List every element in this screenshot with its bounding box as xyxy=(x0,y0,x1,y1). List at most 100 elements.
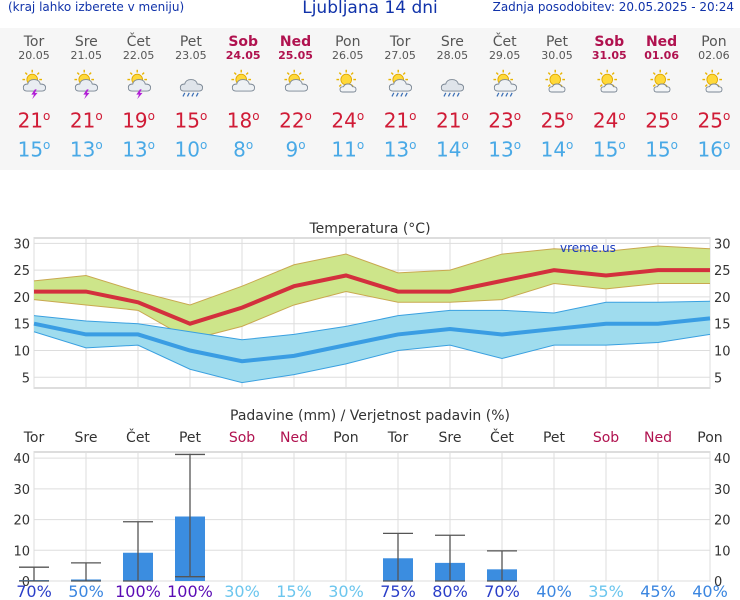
max-temperature: 21o xyxy=(435,108,469,133)
x-category-label: Tor xyxy=(387,430,409,446)
day-name: Pet xyxy=(179,34,202,50)
x-category-label: Pet xyxy=(179,430,202,446)
x-category-label: Pon xyxy=(333,430,358,446)
min-temperature: 15o xyxy=(17,137,51,162)
day-column: Sre 21.05 21o 13o xyxy=(60,28,112,161)
x-category-label: Sob xyxy=(593,430,619,446)
max-temperature: 15o xyxy=(174,108,208,133)
min-temperature: 13o xyxy=(69,137,103,162)
day-date: 24.05 xyxy=(225,49,261,62)
min-temperature: 14o xyxy=(540,137,574,162)
partly-sunny-icon xyxy=(597,69,618,93)
precip-probability: 40% xyxy=(536,582,572,600)
min-temperature: 15o xyxy=(645,137,678,162)
day-name: Pet xyxy=(545,34,569,50)
min-temperature: 14o xyxy=(435,137,469,162)
partly-sunny-icon xyxy=(702,69,723,93)
rain-sun-icon xyxy=(493,69,517,97)
x-category-label: Sre xyxy=(439,430,462,446)
day-column: Pon 02.06 25o 16o xyxy=(688,28,740,161)
day-date: 28.05 xyxy=(436,49,469,62)
day-date: 21.05 xyxy=(70,49,103,62)
temperature-chart: Temperatura (°C) 5 5 10 10 15 15 20 20 25 25 30 30 vr… xyxy=(13,221,731,389)
y-tick-label-right: 10 xyxy=(714,345,731,360)
y-tick-label: 10 xyxy=(13,544,30,559)
day-column: Pet 30.05 25o 14o xyxy=(531,28,583,161)
day-name: Sob xyxy=(594,34,625,50)
day-name: Ned xyxy=(645,34,678,50)
partly-sunny-icon xyxy=(650,69,671,93)
day-name: Sre xyxy=(440,34,464,50)
max-temp-line xyxy=(34,268,710,326)
precip-probability: 100% xyxy=(115,582,161,600)
max-temperature: 25o xyxy=(645,108,678,133)
day-column: Pet 23.05 15o 10o xyxy=(165,28,217,161)
precip-probability: 35% xyxy=(588,582,624,600)
y-tick-label-right: 25 xyxy=(714,264,731,279)
thunderstorm-sun-icon xyxy=(127,69,151,100)
min-temperature: 10o xyxy=(174,137,208,162)
day-date: 01.06 xyxy=(644,49,679,62)
min-temp-band-upper-edge xyxy=(33,300,711,341)
day-date: 30.05 xyxy=(541,49,573,62)
day-name: Sre xyxy=(74,34,98,50)
cloud-sun-icon xyxy=(231,69,256,92)
precip-probability: 45% xyxy=(640,582,676,600)
x-category-label: Pet xyxy=(543,430,566,446)
max-temperature: 22o xyxy=(279,108,312,133)
rain-sun-icon xyxy=(388,69,413,97)
min-temp-band-lower-edge xyxy=(33,331,711,384)
day-name: Ned xyxy=(279,34,312,50)
max-temperature: 25o xyxy=(697,108,731,133)
day-name: Čet xyxy=(126,34,151,50)
precip-probability: 70% xyxy=(484,582,520,600)
day-date: 23.05 xyxy=(175,49,207,62)
precipitation-title: Padavine (mm) / Verjetnost padavin (%) xyxy=(230,408,510,424)
x-category-label: Sre xyxy=(75,430,98,446)
precip-probability: 80% xyxy=(432,582,468,600)
y-tick-label: 25 xyxy=(13,264,30,279)
y-tick-label-right: 10 xyxy=(714,544,731,559)
x-category-label: Pon xyxy=(697,430,722,446)
thunderstorm-sun-icon xyxy=(74,69,99,100)
partly-sunny-icon xyxy=(336,69,357,93)
day-date: 20.05 xyxy=(18,49,50,62)
day-name: Sob xyxy=(228,34,259,50)
y-tick-label-right: 20 xyxy=(714,291,731,306)
y-tick-label: 20 xyxy=(13,291,30,306)
min-temperature: 15o xyxy=(592,137,626,162)
day-column: Ned 01.06 25o 15o xyxy=(636,28,688,161)
min-temperature: 13o xyxy=(383,137,417,162)
y-tick-label-right: 40 xyxy=(714,452,731,467)
y-tick-label: 10 xyxy=(13,345,30,360)
precip-probability: 30% xyxy=(224,582,260,600)
day-date: 26.05 xyxy=(332,49,364,62)
day-column: Tor 20.05 21o 15o xyxy=(8,28,60,161)
max-temperature: 18o xyxy=(226,108,260,133)
y-tick-label: 5 xyxy=(22,371,30,386)
day-name: Tor xyxy=(23,34,45,50)
min-temperature: 11o xyxy=(331,137,365,162)
day-name: Tor xyxy=(389,34,411,50)
partly-sunny-icon xyxy=(545,69,566,93)
precip-probability: 40% xyxy=(692,582,728,600)
y-tick-label: 0 xyxy=(22,575,30,590)
menu-hint: (kraj lahko izberete v meniju) xyxy=(8,0,185,14)
y-tick-label-right: 20 xyxy=(714,514,731,529)
precip-probability: 15% xyxy=(276,582,312,600)
y-tick-label-right: 15 xyxy=(714,318,731,333)
day-name: Pon xyxy=(335,34,361,50)
x-category-label: Tor xyxy=(23,430,45,446)
max-temperature: 21o xyxy=(17,108,51,133)
max-temp-band xyxy=(34,246,710,340)
day-column: Čet 29.05 23o 13o xyxy=(479,28,531,161)
min-temperature: 13o xyxy=(122,137,155,162)
max-temperature: 21o xyxy=(69,108,103,133)
max-temperature: 24o xyxy=(331,108,365,133)
day-column: Tor 27.05 21o 13o xyxy=(374,28,426,161)
temperature-title: Temperatura (°C) xyxy=(308,221,430,237)
min-temperature: 13o xyxy=(488,137,522,162)
min-temperature: 16o xyxy=(697,137,731,162)
rain-cloud-icon xyxy=(179,79,203,97)
last-update: Zadnja posodobitev: 20.05.2025 - 20:24 xyxy=(492,0,734,14)
